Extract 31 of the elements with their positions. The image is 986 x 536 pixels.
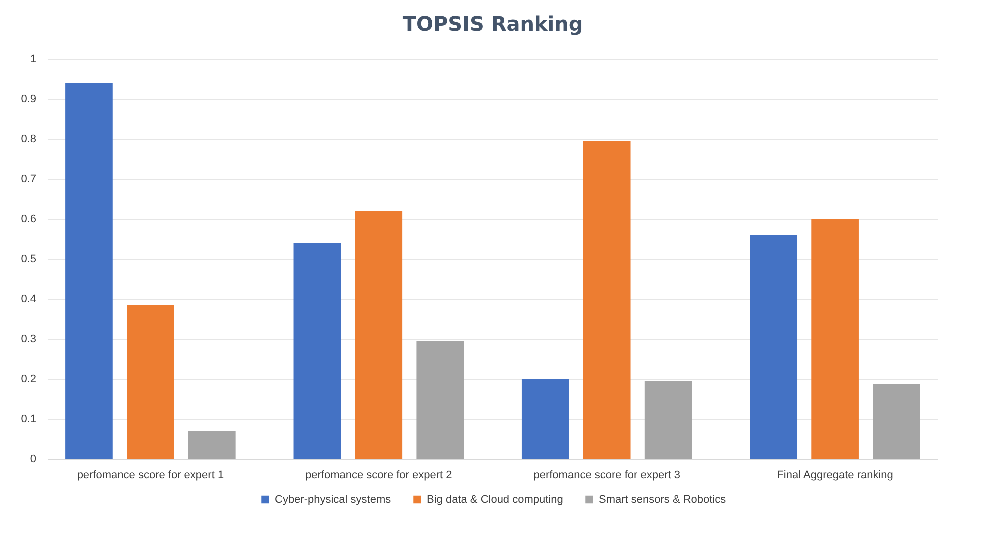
bar [750,235,798,459]
x-tick-label: Final Aggregate ranking [777,470,894,482]
chart-title: TOPSIS Ranking [402,12,584,36]
bar [127,305,174,459]
bar [812,219,859,459]
y-tick-label: 0.2 [21,374,36,386]
y-tick-label: 0 [30,454,36,466]
x-tick-label: perfomance score for expert 1 [77,470,224,482]
y-tick-label: 0.5 [21,254,36,266]
legend-label: Smart sensors & Robotics [599,494,727,506]
bar [873,384,920,459]
y-tick-label: 0.6 [21,214,36,226]
y-tick-label: 1 [30,54,36,66]
y-tick-label: 0.3 [21,334,36,346]
bar [522,379,570,459]
bar [66,83,113,459]
legend-label: Cyber-physical systems [275,494,392,506]
y-tick-label: 0.1 [21,414,36,426]
y-tick-label: 0.4 [21,294,36,306]
x-tick-label: perfomance score for expert 3 [534,470,680,482]
y-tick-label: 0.7 [21,174,36,186]
bar [416,341,464,459]
bar [644,381,692,459]
bar [294,243,342,459]
legend-label: Big data & Cloud computing [427,494,564,506]
y-tick-label: 0.9 [21,94,36,106]
y-tick-label: 0.8 [21,134,36,146]
bar [188,431,236,459]
bar [583,141,631,459]
x-tick-label: perfomance score for expert 2 [306,470,452,482]
bar [355,211,403,459]
